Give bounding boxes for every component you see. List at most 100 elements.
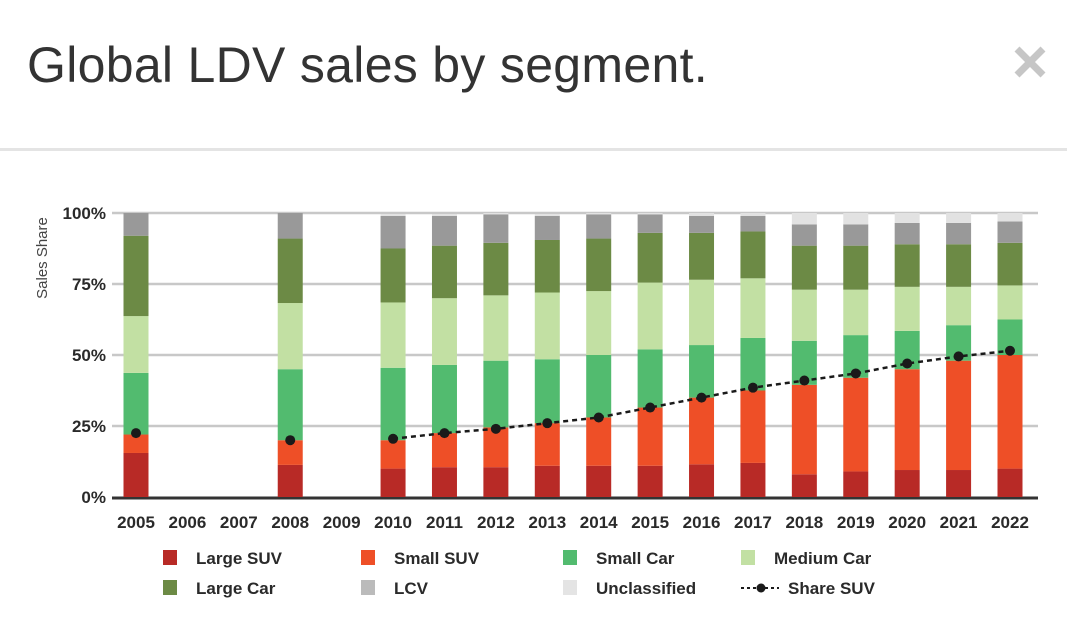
legend-label: Share SUV (788, 579, 876, 598)
bar-stack-2019 (843, 213, 869, 497)
bar-segment-small-car (534, 359, 560, 424)
legend-label: Large Car (196, 579, 276, 598)
bar-segment-medium-car (791, 289, 817, 341)
bar-segment-small-suv (894, 369, 920, 471)
bar-stack-2016 (689, 213, 715, 497)
bar-segment-large-suv (689, 464, 715, 497)
bar-segment-large-car (277, 238, 303, 304)
share-suv-point (696, 392, 707, 403)
bar-segment-small-car (380, 367, 406, 441)
bar-stack-2017 (740, 213, 766, 497)
bar-segment-lcv (380, 215, 406, 249)
bar-segment-unclassified (894, 213, 920, 223)
x-tick-label: 2009 (323, 513, 361, 532)
bar-segment-large-suv (946, 470, 972, 497)
bar-segment-unclassified (586, 213, 612, 215)
bar-segment-medium-car (380, 302, 406, 368)
y-axis-ticks: 0% 25% 50% 75% 100% (63, 204, 106, 507)
share-suv-point (902, 358, 913, 369)
bar-segment-small-suv (946, 360, 972, 471)
legend-item-large-car: Large Car (163, 579, 276, 598)
bar-segment-large-suv (483, 467, 509, 497)
bar-segment-medium-car (894, 286, 920, 331)
x-tick-label: 2011 (426, 513, 463, 532)
bar-segment-medium-car (689, 279, 715, 346)
legend-swatch (563, 550, 577, 565)
legend-marker (756, 583, 766, 593)
bar-segment-unclassified (843, 213, 869, 225)
legend-item-medium-car: Medium Car (741, 549, 872, 568)
bar-stack-2005 (123, 213, 149, 497)
bar-segment-small-suv (586, 417, 612, 466)
bar-segment-small-car (277, 369, 303, 441)
bar-segment-lcv (277, 213, 303, 239)
x-tick-label: 2019 (837, 513, 875, 532)
bar-segment-large-car (689, 232, 715, 280)
bar-segment-medium-car (586, 291, 612, 355)
bar-segment-large-suv (380, 468, 406, 497)
x-axis-ticks: 2005 2006 2007 2008 2009 2010 2011 2012 2013 2014… (117, 513, 1029, 532)
bar-stack-2020 (894, 213, 920, 497)
bar-segment-small-suv (689, 397, 715, 465)
bar-segment-small-car (586, 355, 612, 418)
bar-segment-unclassified (483, 213, 509, 215)
bar-segment-small-car (637, 349, 663, 408)
share-suv-point (747, 382, 758, 393)
legend-swatch (563, 580, 577, 595)
share-suv-point (388, 433, 399, 444)
x-tick-label: 2010 (374, 513, 412, 532)
bar-segment-large-suv (637, 465, 663, 497)
bar-segment-large-car (431, 245, 457, 299)
share-suv-point (799, 375, 810, 386)
close-button[interactable] (1012, 44, 1048, 80)
bar-segment-medium-car (740, 278, 766, 338)
x-tick-label: 2013 (528, 513, 566, 532)
bar-segment-medium-car (997, 285, 1023, 320)
y-tick-label: 50% (72, 346, 106, 365)
legend-label: Small SUV (394, 549, 480, 568)
bar-segment-unclassified (791, 213, 817, 225)
bar-segment-lcv (534, 215, 560, 240)
bar-segment-large-suv (997, 468, 1023, 497)
bar-segment-small-suv (483, 427, 509, 468)
bar-segment-large-car (380, 248, 406, 303)
bar-segment-medium-car (277, 303, 303, 370)
bar-segment-lcv (689, 215, 715, 233)
share-suv-point (439, 428, 450, 439)
bar-segment-large-car (894, 244, 920, 287)
bar-segment-large-car (791, 245, 817, 290)
y-axis-title: Sales Share (34, 217, 51, 299)
bar-stack-2015 (637, 213, 663, 497)
dialog-header: Global LDV sales by segment. (0, 0, 1067, 148)
x-tick-label: 2005 (117, 513, 155, 532)
bar-segment-large-suv (586, 465, 612, 497)
bar-segment-large-suv (123, 452, 149, 497)
bar-segment-medium-car (843, 289, 869, 336)
bar-stack-2013 (534, 214, 560, 497)
x-tick-label: 2014 (580, 513, 618, 532)
bar-segment-large-suv (740, 462, 766, 497)
legend: Large SUV Small SUV Small Car Medium Car Lar… (163, 549, 876, 598)
x-tick-label: 2018 (785, 513, 823, 532)
bar-stack-2022 (997, 213, 1023, 497)
legend-swatch (163, 550, 177, 565)
bar-segment-medium-car (483, 295, 509, 361)
bar-segment-small-suv (123, 434, 149, 453)
bar-segment-small-car (431, 364, 457, 434)
bar-segment-large-car (586, 238, 612, 292)
bar-segment-large-suv (843, 471, 869, 497)
bar-segment-small-suv (843, 377, 869, 472)
bar-segment-unclassified (740, 213, 766, 216)
bar-segment-small-suv (740, 390, 766, 463)
legend-label: Medium Car (774, 549, 872, 568)
chart-title: Global LDV sales by segment. (27, 37, 708, 93)
bar-segment-small-car (740, 337, 766, 391)
bar-segment-large-suv (534, 465, 560, 497)
legend-item-large-suv: Large SUV (163, 549, 283, 568)
share-suv-point (1005, 345, 1015, 356)
bar-segment-large-suv (791, 474, 817, 497)
bar-segment-large-car (483, 242, 509, 296)
legend-label: Large SUV (196, 549, 283, 568)
share-suv-point (953, 351, 964, 362)
bar-segment-unclassified (534, 214, 560, 216)
